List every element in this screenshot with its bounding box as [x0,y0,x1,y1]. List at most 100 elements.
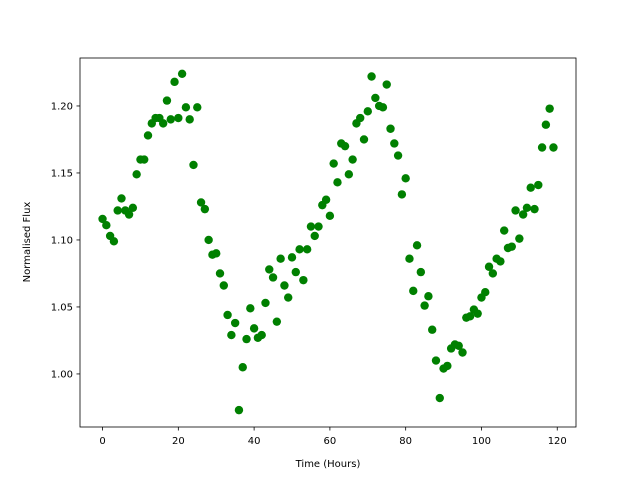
point [291,267,300,277]
point [113,206,122,215]
point [242,334,251,344]
point [238,363,247,372]
point [124,210,134,219]
point [371,93,380,103]
y-tick-label: 1.10 [51,235,73,246]
point [545,104,554,113]
point [409,286,418,296]
point [424,292,433,301]
point [344,170,354,179]
point [481,288,490,297]
point [496,257,505,266]
point [249,324,259,333]
point [257,330,266,340]
point [287,253,297,262]
point [393,151,403,160]
point [261,298,270,308]
point [397,190,407,199]
point [537,143,547,152]
point [246,304,255,313]
point [314,222,323,231]
point [227,330,236,340]
point [420,301,429,310]
point [367,72,376,81]
x-axis-label: Time (Hours) [295,459,361,470]
point [465,312,475,321]
point [158,119,168,128]
point [162,96,172,105]
x-tick-label: 20 [172,436,185,447]
point [340,141,350,151]
point [454,341,463,351]
point [306,222,316,231]
point [526,183,535,192]
point [321,195,331,204]
point [295,245,304,254]
point [412,241,422,250]
point [541,120,551,129]
point [363,107,372,116]
x-tick-label: 60 [324,436,337,447]
point [518,210,528,219]
point [284,293,293,302]
point [189,160,198,170]
point [299,275,308,285]
point [356,113,365,123]
point [310,231,319,241]
y-axis-label: Normalised Flux [22,202,33,283]
x-tick-label: 120 [548,436,567,447]
point [272,317,282,326]
point [177,69,187,79]
point [382,80,391,89]
point [140,155,149,164]
point [268,273,278,282]
point [219,281,228,290]
point [166,115,175,124]
point [405,254,414,263]
point [234,405,244,415]
y-tick-label: 1.20 [51,101,73,112]
x-tick-label: 40 [248,436,261,447]
point [102,221,111,230]
point [359,135,369,144]
point [488,269,498,278]
point [435,393,444,403]
point [484,262,494,271]
y-tick-label: 1.05 [51,302,73,313]
point [499,226,509,235]
point [530,204,539,214]
point [276,254,285,263]
x-tick-label: 0 [99,436,105,447]
point [200,204,210,214]
plot-frame [79,57,577,428]
x-tick-label: 100 [472,436,491,447]
point [265,265,274,274]
point [143,131,153,140]
x-tick-label: 80 [399,436,412,447]
point [522,203,532,212]
point [348,155,357,164]
point [117,194,126,203]
point [390,139,399,148]
point [431,356,441,365]
point [549,143,558,152]
point [204,235,213,245]
y-tick-label: 1.15 [51,168,73,179]
point [215,269,225,278]
point [109,237,119,246]
y-tick-label: 1.00 [51,369,73,380]
point [511,206,520,215]
point [212,249,221,258]
point [223,310,232,320]
point [443,361,452,371]
point [515,234,524,243]
point [302,245,312,254]
point [401,174,410,183]
point [473,309,482,318]
point [174,113,183,123]
point [416,267,426,277]
point [333,178,342,187]
point [196,198,206,207]
